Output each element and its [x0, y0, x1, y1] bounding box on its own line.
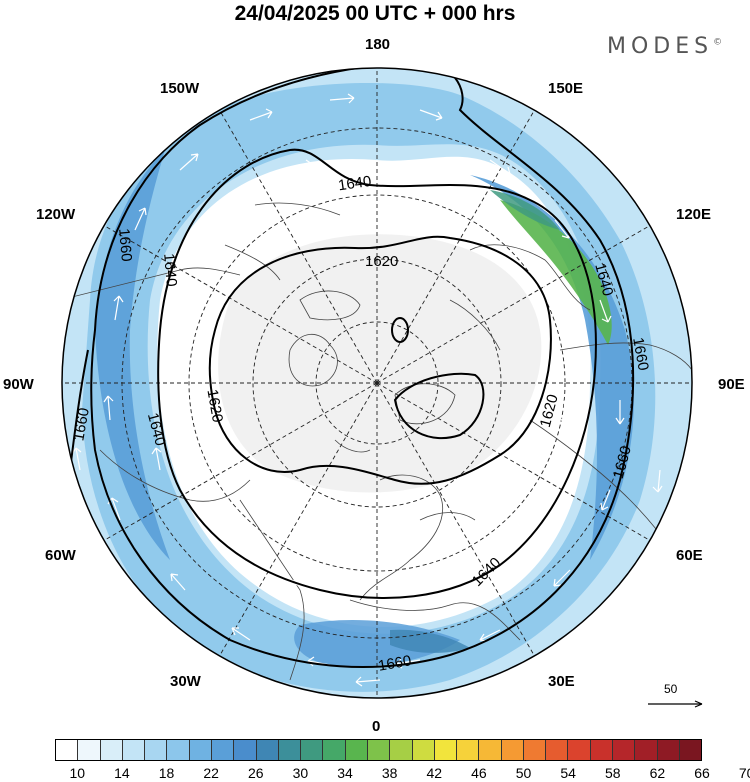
lon-label-150w: 150W: [160, 80, 200, 97]
colorbar-tick-label: 14: [114, 765, 130, 781]
colorbar-segment: [189, 740, 212, 760]
colorbar-segment: [635, 740, 658, 760]
brand-mark: ©: [713, 37, 723, 48]
colorbar-segment: [479, 740, 502, 760]
lon-label-120e: 120E: [676, 206, 712, 223]
contour-label-1660-east: 1660: [629, 336, 652, 372]
colorbar-tick-label: 66: [694, 765, 710, 781]
colorbar-segment: [301, 740, 324, 760]
colorbar-segment: [167, 740, 190, 760]
colorbar-segment: [211, 740, 235, 760]
contour-label-1660-w: 1660: [70, 406, 93, 442]
colorbar-segment: [122, 740, 146, 760]
contour-label-1620-west: 1620: [203, 388, 226, 424]
colorbar-segment: [256, 740, 279, 760]
colorbar-tick-label: 22: [203, 765, 219, 781]
colorbar-tick-label: 62: [649, 765, 666, 781]
jet-core-teal: [490, 190, 560, 230]
colorbar-segment: [613, 740, 636, 760]
colorbar-tick-label: 30: [292, 765, 309, 781]
contour-label-1640-west: 1640: [160, 253, 180, 288]
lon-label-90w: 90W: [3, 376, 34, 393]
colorbar-tick-label: 26: [247, 765, 264, 781]
colorbar-segment: [278, 740, 302, 760]
colorbar-segment: [100, 740, 123, 760]
jet-core-green: [500, 200, 612, 345]
colorbar-segment: [590, 740, 614, 760]
contour-label-1620-top: 1620: [365, 253, 398, 270]
contour-small-loop: [391, 317, 409, 343]
colorbar-tick-label: 70: [738, 765, 750, 781]
wind-band-dark-west: [95, 150, 170, 560]
inner-land: [218, 234, 542, 493]
height-contours: [69, 68, 635, 668]
colorbar-tick-label: 42: [426, 765, 443, 781]
colorbar-segment: [234, 740, 257, 760]
colorbar-segment: [323, 740, 346, 760]
colorbar-segment: [434, 740, 458, 760]
colorbar-segment: [546, 740, 569, 760]
contour-label-1660-nw: 1660: [115, 228, 135, 263]
contour-label-1660-s: 1660: [377, 652, 413, 675]
meridians: [62, 68, 692, 698]
lon-label-150e: 150E: [548, 80, 584, 97]
colorbar-segment: [501, 740, 524, 760]
lon-label-60w: 60W: [45, 547, 76, 564]
colorbar-segment: [568, 740, 591, 760]
brand-text: MODES: [607, 34, 714, 59]
reference-vector-label: 50: [664, 682, 678, 696]
colorbar-segment: [56, 740, 79, 760]
colorbar-tick-label: 54: [560, 765, 576, 781]
contour-1620: [208, 235, 552, 485]
colorbar-segment: [145, 740, 168, 760]
reference-vector-arrow: [648, 700, 703, 708]
colorbar-tick-label: 10: [69, 765, 86, 781]
brand-logo: MODES©: [607, 34, 722, 59]
lon-label-0: 0: [372, 718, 381, 735]
colorbar-tick-label: 50: [515, 765, 532, 781]
contour-labels: 1620 1620 1620 1640 1640 1640 1640 1640 …: [70, 173, 651, 675]
colorbar-segment: [390, 740, 413, 760]
map-title: 24/04/2025 00 UTC + 000 hrs: [234, 2, 516, 25]
colorbar-segment: [457, 740, 480, 760]
lon-label-120w: 120W: [36, 206, 76, 223]
colorbar-segment: [657, 740, 680, 760]
contour-1660-west: [69, 349, 89, 471]
colorbar-segment: [367, 740, 391, 760]
contour-1660: [90, 68, 635, 668]
colorbar-tick-label: 46: [471, 765, 487, 781]
lon-label-90e: 90E: [718, 376, 745, 393]
colorbar-segment: [679, 740, 702, 760]
colorbar-segment: [345, 740, 368, 760]
lon-label-60e: 60E: [676, 547, 703, 564]
colorbar-tick-label: 34: [337, 765, 353, 781]
colorbar-segment: [78, 740, 101, 760]
map-disk: 1620 1620 1620 1640 1640 1640 1640 1640 …: [62, 68, 692, 698]
colorbar-tick-label: 58: [604, 765, 621, 781]
contour-1640: [157, 148, 597, 599]
map-border: [61, 67, 693, 699]
colorbar-segment: [412, 740, 435, 760]
colorbar-tick-label: 38: [381, 765, 398, 781]
contour-inner-loop: [393, 372, 485, 440]
lon-label-30w: 30W: [170, 673, 201, 690]
lon-label-180: 180: [365, 36, 391, 53]
colorbar-segment: [523, 740, 547, 760]
colorbar: [55, 739, 702, 761]
contour-label-1640-top: 1640: [337, 173, 372, 194]
colorbar-tick-label: 18: [158, 765, 175, 781]
lon-label-30e: 30E: [548, 673, 575, 690]
